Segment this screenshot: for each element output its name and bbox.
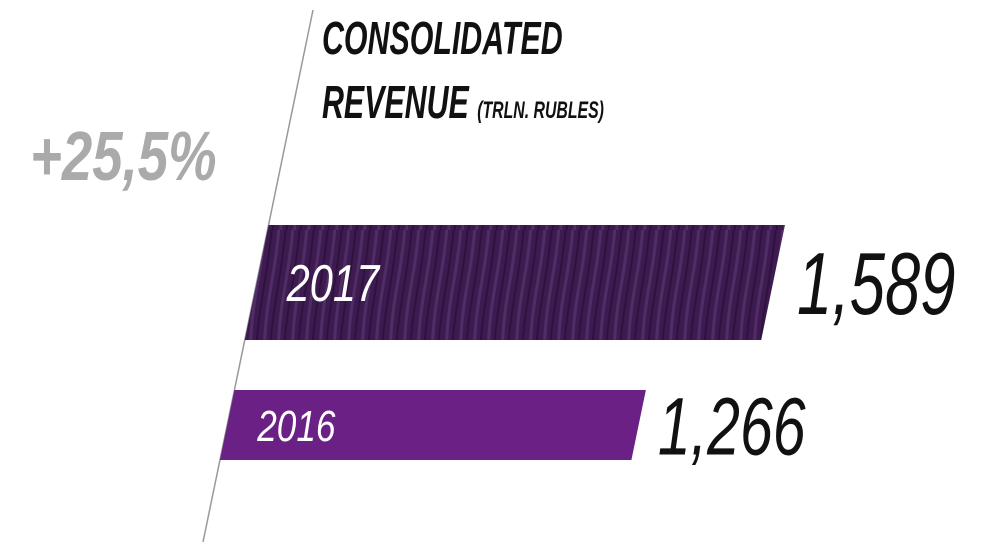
chart-title-block: CONSOLIDATED REVENUE (TRLN. RUBLES) (322, 6, 619, 143)
chart-title: CONSOLIDATED REVENUE (322, 12, 563, 128)
growth-annotation: +25,5% (30, 118, 217, 196)
category-label: 2017 (286, 254, 381, 313)
unit-label: (TRLN. RUBLES) (477, 97, 604, 124)
bar (244, 225, 785, 340)
value-label: 1,589 (797, 236, 956, 334)
category-label: 2016 (256, 402, 336, 451)
bar (219, 390, 646, 460)
value-label: 1,266 (658, 381, 806, 473)
